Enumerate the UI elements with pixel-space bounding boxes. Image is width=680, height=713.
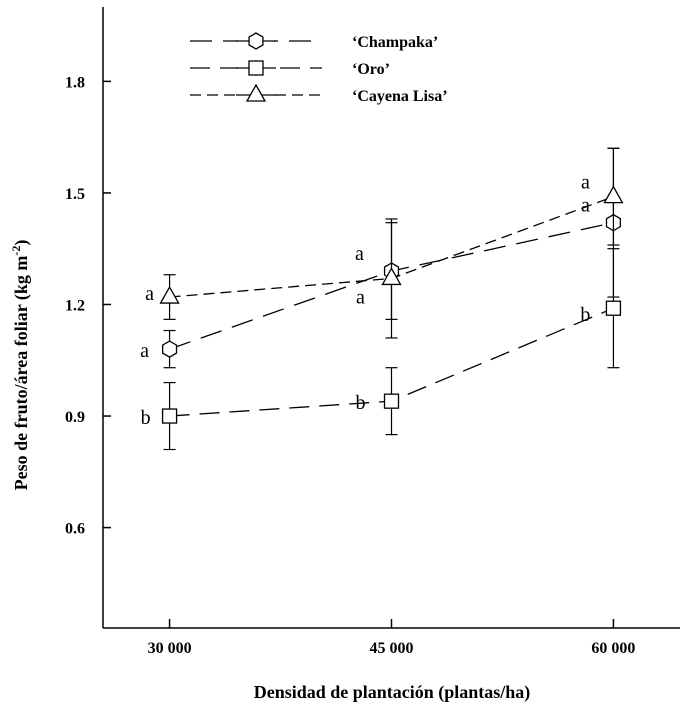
legend-item-3: ‘Cayena Lisa’ xyxy=(190,83,448,107)
legend-label: ‘Oro’ xyxy=(352,61,390,78)
legend-marker xyxy=(245,83,267,102)
legend: ‘Champaka’ ‘Oro’ ‘Cayena Lisa’ xyxy=(190,29,448,107)
y-axis-title-main: Peso de fruto/área foliar (kg m xyxy=(11,256,32,491)
x-axis-title: Densidad de plantación (plantas/ha) xyxy=(254,682,531,703)
significance-label: a xyxy=(356,286,365,308)
significance-label: b xyxy=(356,392,366,414)
x-tick-label: 60 000 xyxy=(591,640,635,657)
y-tick-label: 1.2 xyxy=(65,297,85,314)
legend-marker xyxy=(248,32,264,50)
y-axis-title-sup: -2 xyxy=(9,246,23,256)
data-point xyxy=(161,408,178,424)
axes: 0.6 0.9 1.2 1.5 1.8 30 000 45 000 60 000 xyxy=(65,7,680,657)
y-axis-title: Peso de fruto/área foliar (kg m-2) xyxy=(9,240,32,491)
significance-label: a xyxy=(355,243,364,265)
y-tick-label: 0.9 xyxy=(65,409,85,426)
significance-label: a xyxy=(145,283,154,305)
y-axis-title-tail: ) xyxy=(11,240,32,246)
data-point xyxy=(383,393,400,409)
legend-label: ‘Cayena Lisa’ xyxy=(352,88,448,105)
significance-label: a xyxy=(581,195,590,217)
legend-item-1: ‘Champaka’ xyxy=(190,29,438,53)
y-tick-label: 1.8 xyxy=(65,74,85,91)
significance-label: b xyxy=(141,407,151,429)
significance-label: a xyxy=(581,172,590,194)
data-point xyxy=(161,340,178,358)
y-tick-label: 0.6 xyxy=(65,521,85,538)
y-tick-label: 1.5 xyxy=(65,186,85,203)
series-3: a aa xyxy=(145,147,624,339)
legend-marker xyxy=(248,60,264,76)
significance-label: a xyxy=(140,340,149,362)
legend-label: ‘Champaka’ xyxy=(352,34,438,51)
significance-label: b xyxy=(580,304,590,326)
data-point xyxy=(381,267,402,286)
data-point xyxy=(603,185,624,204)
legend-item-2: ‘Oro’ xyxy=(190,56,390,80)
data-point xyxy=(605,300,622,316)
data-point xyxy=(159,285,180,304)
series-2: b b b xyxy=(141,248,622,451)
x-tick-label: 45 000 xyxy=(370,640,414,657)
x-tick-label: 30 000 xyxy=(148,640,192,657)
